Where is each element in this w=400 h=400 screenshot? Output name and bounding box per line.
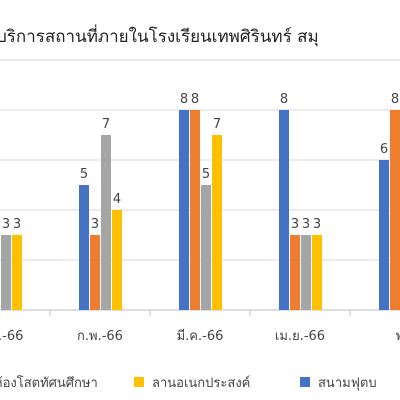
bar — [312, 235, 322, 310]
bar — [279, 110, 289, 310]
data-label: 8 — [391, 92, 399, 107]
data-label: 5 — [202, 167, 210, 182]
bar — [201, 185, 211, 310]
data-label: 3 — [2, 217, 10, 232]
legend-label: ลานอเนกประสงค์ — [152, 375, 250, 391]
data-label: 8 — [180, 92, 188, 107]
legend-label: ห้องโสตทัศนศึกษา — [0, 375, 98, 391]
data-label: 3 — [313, 217, 321, 232]
legend-label: สนามฟุตบ — [318, 376, 377, 391]
data-label: 5 — [80, 167, 88, 182]
data-label: 3 — [291, 217, 299, 232]
data-label: 3 — [13, 217, 21, 232]
data-label: 6 — [380, 142, 388, 157]
data-labels: 33537488578333687 — [2, 92, 399, 232]
legend-swatch — [300, 377, 310, 387]
x-axis: ม.ค.-66 ก.พ.-66 มี.ค.-66 เม.ย.-66 พ — [0, 310, 400, 344]
bar — [90, 235, 100, 310]
bars — [1, 110, 400, 310]
data-label: 4 — [113, 192, 121, 207]
legend: ห้องโสตทัศนศึกษา ลานอเนกประสงค์ สนามฟุตบ — [0, 375, 377, 391]
x-tick-label: ม.ค.-66 — [0, 329, 23, 344]
bar — [12, 235, 22, 310]
bar — [101, 135, 111, 310]
bar — [379, 160, 389, 310]
data-label: 3 — [302, 217, 310, 232]
x-tick-label: มี.ค.-66 — [177, 328, 224, 344]
data-label: 8 — [280, 92, 288, 107]
bar — [179, 110, 189, 310]
data-label: 7 — [102, 117, 110, 132]
bar — [79, 185, 89, 310]
data-label: 3 — [91, 217, 99, 232]
chart-title: บริการสถานที่ภายในโรงเรียนเทพศิรินทร์ สม… — [0, 24, 319, 47]
x-tick-label: พ — [396, 329, 400, 344]
bar — [190, 110, 200, 310]
legend-swatch — [134, 377, 144, 387]
data-label: 8 — [191, 92, 199, 107]
bar — [1, 235, 11, 310]
x-tick-label: ก.พ.-66 — [77, 329, 123, 344]
bar — [212, 135, 222, 310]
bar — [290, 235, 300, 310]
data-label: 7 — [213, 117, 221, 132]
x-tick-label: เม.ย.-66 — [275, 329, 325, 344]
bar — [112, 210, 122, 310]
bar — [301, 235, 311, 310]
bar — [390, 110, 400, 310]
